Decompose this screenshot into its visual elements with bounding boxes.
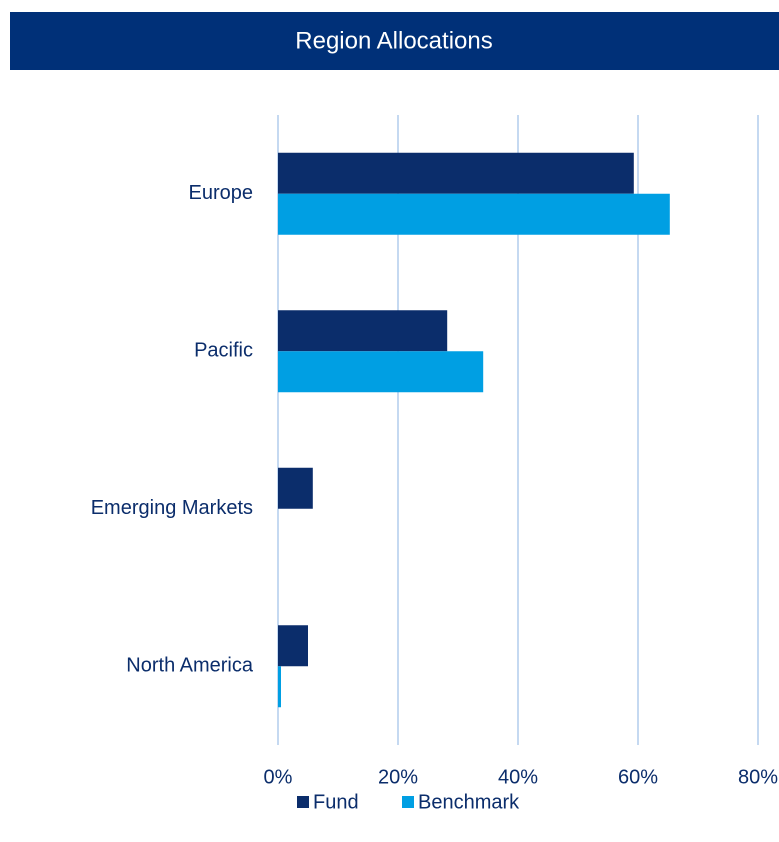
chart-title: Region Allocations — [295, 27, 492, 54]
x-tick-label: 80% — [738, 766, 778, 788]
y-tick-label: Emerging Markets — [91, 497, 253, 519]
legend-swatch — [297, 796, 309, 808]
y-tick-label: Pacific — [194, 340, 253, 362]
title-banner — [10, 12, 779, 70]
bar — [278, 351, 484, 393]
legend-label: Benchmark — [418, 791, 520, 813]
legend-swatch — [402, 796, 414, 808]
y-tick-label: North America — [126, 655, 254, 677]
x-tick-label: 40% — [498, 766, 538, 788]
bar — [278, 467, 313, 509]
bar — [278, 193, 670, 235]
bar — [278, 310, 448, 352]
bar — [278, 152, 634, 194]
bar — [278, 666, 281, 708]
legend-label: Fund — [313, 791, 359, 813]
x-tick-label: 20% — [378, 766, 418, 788]
x-tick-label: 0% — [264, 766, 293, 788]
x-tick-label: 60% — [618, 766, 658, 788]
bar — [278, 625, 308, 667]
y-tick-label: Europe — [189, 182, 254, 204]
